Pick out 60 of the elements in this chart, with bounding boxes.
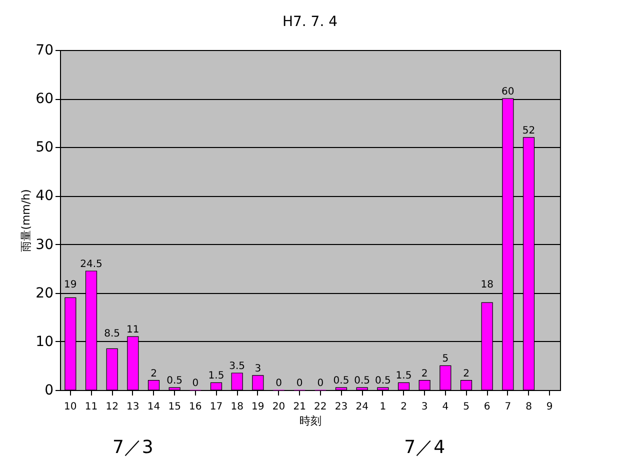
y-tick-label: 10 — [36, 334, 54, 350]
x-axis-title: 時刻 — [300, 414, 322, 428]
x-tick-label: 13 — [126, 402, 140, 412]
data-label: 52 — [522, 125, 536, 136]
x-tick-label: 19 — [252, 402, 264, 412]
data-label: 0 — [296, 378, 303, 389]
data-label: 1.5 — [396, 370, 412, 382]
data-label: 0 — [276, 378, 282, 389]
x-tick-label: 4 — [442, 402, 449, 412]
y-tick-label: 0 — [44, 382, 54, 398]
data-label: 3 — [254, 363, 262, 374]
x-tick-label: 15 — [168, 402, 181, 412]
data-label: 2 — [463, 368, 470, 380]
x-tick-label: 12 — [106, 402, 118, 412]
data-label: 60 — [502, 86, 514, 98]
y-tick-label: 40 — [36, 188, 54, 204]
data-label: 0.5 — [166, 376, 183, 387]
x-tick-label: 24 — [356, 402, 368, 412]
text: 7／3 — [112, 437, 154, 458]
x-tick-label: 20 — [272, 402, 286, 412]
y-tick-label: 50 — [36, 140, 54, 156]
data-label: 2 — [150, 368, 157, 380]
x-tick-label: 1 — [380, 402, 386, 412]
y-tick-label: 70 — [36, 42, 54, 58]
data-label: 8.5 — [104, 328, 120, 340]
data-label: 19 — [64, 280, 77, 291]
x-tick-label: 9 — [546, 402, 553, 412]
x-tick-label: 6 — [484, 402, 490, 412]
y-tick-label: 20 — [36, 285, 54, 302]
x-tick-label: 14 — [147, 402, 160, 412]
x-tick-label: 10 — [64, 402, 77, 412]
x-tick-label: 8 — [526, 402, 532, 412]
data-label: 18 — [480, 280, 494, 291]
data-label: 2 — [421, 368, 428, 380]
x-tick-label: 11 — [84, 402, 98, 412]
data-label: 24.5 — [80, 259, 102, 270]
y-tick-label: 60 — [36, 91, 54, 108]
x-tick-label: 17 — [210, 402, 223, 412]
y-axis-title: 雨量(mm/h) — [20, 189, 33, 252]
data-label: 0 — [317, 378, 324, 389]
data-label: 0.5 — [374, 376, 391, 387]
text: 7／4 — [404, 437, 446, 458]
x-tick-label: 3 — [421, 402, 428, 412]
x-tick-label: 16 — [189, 402, 202, 412]
x-tick-label: 23 — [334, 402, 348, 412]
data-label: 3.5 — [229, 361, 246, 372]
data-label: 0 — [192, 378, 199, 389]
data-label: 1.5 — [208, 370, 224, 382]
data-label: 11 — [126, 324, 140, 336]
x-tick-label: 2 — [400, 402, 407, 412]
data-label: 5 — [442, 354, 449, 365]
x-tick-label: 18 — [230, 402, 244, 412]
x-tick-label: 5 — [463, 402, 470, 412]
data-label: 0.5 — [333, 376, 350, 387]
x-tick-label: 21 — [293, 402, 306, 412]
y-tick-label: 30 — [36, 236, 54, 253]
chart-title: H7. 7. 4 — [282, 14, 338, 30]
x-tick-label: 7 — [504, 402, 512, 412]
data-label: 0.5 — [354, 376, 370, 387]
x-tick-label: 22 — [314, 402, 327, 412]
